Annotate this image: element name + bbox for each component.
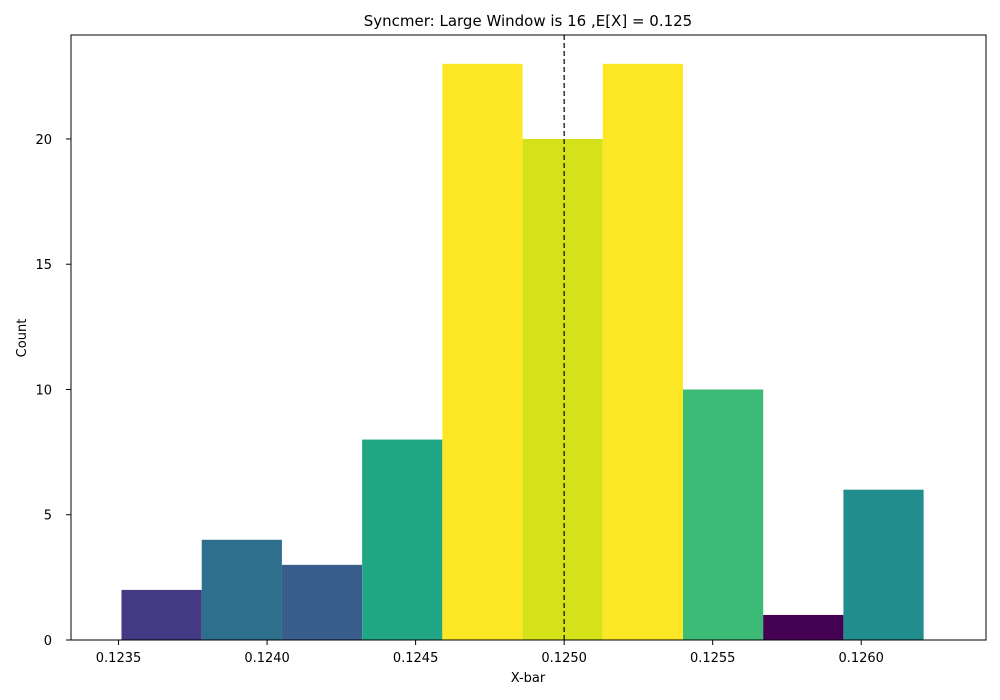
x-tick-label: 0.1245 [393, 651, 439, 666]
histogram-bar [121, 589, 202, 640]
x-tick-label: 0.1240 [244, 651, 290, 666]
y-axis-ticks: 0 5 10 15 20 [35, 133, 71, 649]
y-tick-label: 15 [35, 258, 52, 273]
histogram-bar [362, 439, 443, 640]
y-tick-label: 20 [35, 133, 52, 148]
y-tick-label: 0 [44, 634, 52, 649]
histogram-bar [281, 564, 363, 640]
y-tick-label: 10 [35, 383, 52, 398]
x-tick-label: 0.1255 [690, 651, 736, 666]
histogram-bar [442, 63, 523, 641]
y-tick-label: 5 [44, 509, 52, 524]
histogram-bar [843, 489, 924, 640]
histogram-bar [682, 389, 764, 640]
bars-layer [121, 63, 924, 641]
histogram-bar [602, 63, 683, 641]
y-axis-label: Count [15, 319, 30, 358]
plot-frame [70, 34, 987, 641]
chart-title: Syncmer: Large Window is 16 ,E[X] = 0.12… [364, 12, 692, 30]
x-tick-label: 0.1260 [838, 651, 884, 666]
x-axis-label: X-bar [511, 671, 546, 686]
x-tick-label: 0.1250 [541, 651, 587, 666]
histogram-bar [522, 138, 603, 641]
histogram-bar [763, 614, 844, 640]
histogram-bar [201, 539, 282, 640]
x-axis-ticks: 0.1235 0.1240 0.1245 0.1250 0.1255 0.1260 [96, 640, 884, 666]
x-tick-label: 0.1235 [96, 651, 142, 666]
